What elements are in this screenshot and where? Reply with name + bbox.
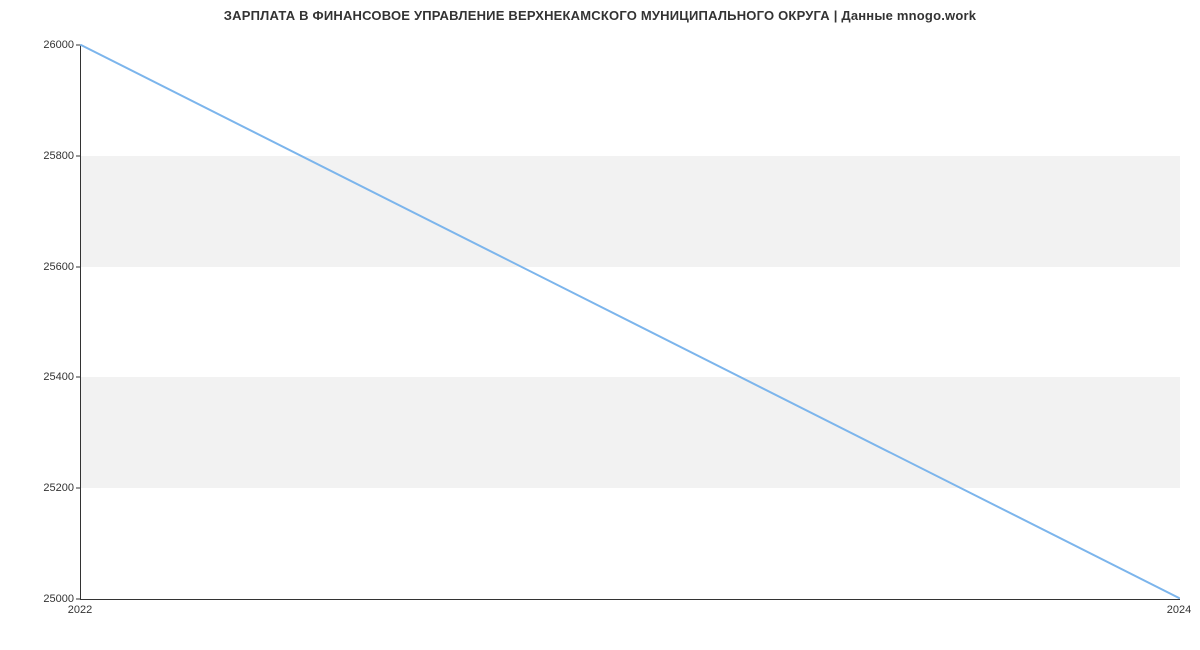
y-tick-label: 25400	[4, 371, 74, 383]
plot-area	[80, 45, 1180, 600]
y-tick-mark	[76, 488, 80, 489]
y-tick-label: 25000	[4, 593, 74, 605]
y-tick-label: 25800	[4, 150, 74, 162]
y-tick-mark	[76, 599, 80, 600]
y-tick-mark	[76, 155, 80, 156]
chart-title: ЗАРПЛАТА В ФИНАНСОВОЕ УПРАВЛЕНИЕ ВЕРХНЕК…	[0, 8, 1200, 23]
series-layer	[81, 45, 1180, 599]
y-tick-label: 25200	[4, 482, 74, 494]
salary-line-chart: ЗАРПЛАТА В ФИНАНСОВОЕ УПРАВЛЕНИЕ ВЕРХНЕК…	[0, 0, 1200, 650]
x-tick-label: 2022	[68, 604, 92, 616]
x-tick-label: 2024	[1167, 604, 1191, 616]
y-tick-mark	[76, 377, 80, 378]
y-tick-mark	[76, 266, 80, 267]
series-line-salary	[81, 45, 1179, 598]
y-tick-label: 25600	[4, 261, 74, 273]
y-tick-mark	[76, 45, 80, 46]
y-tick-label: 26000	[4, 39, 74, 51]
